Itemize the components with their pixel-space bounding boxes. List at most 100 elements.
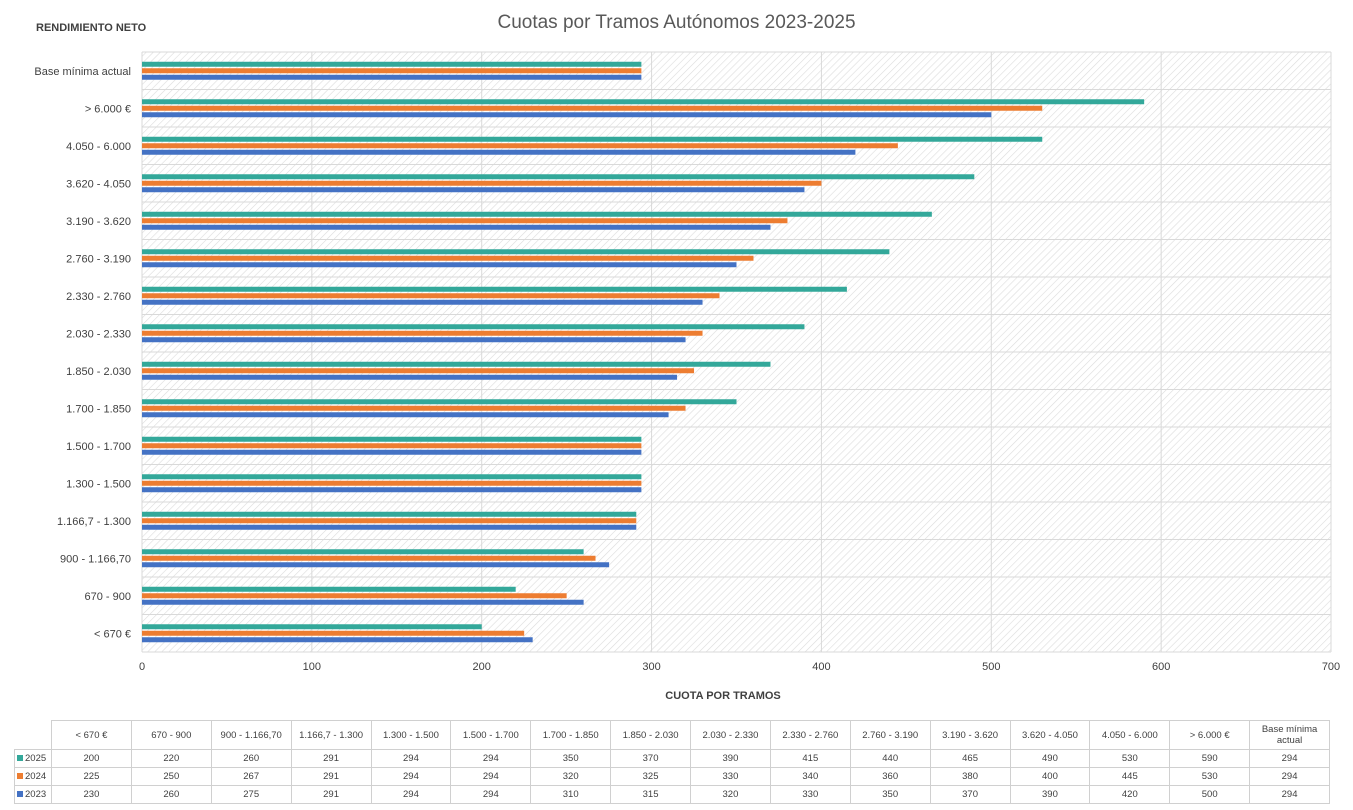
legend-label: 2024	[25, 771, 47, 782]
table-header-cell: 670 - 900	[130, 720, 212, 750]
bar-2025	[142, 586, 516, 592]
table-cell: 220	[130, 749, 212, 768]
table-cell: 315	[610, 785, 691, 804]
table-cell: 500	[1169, 785, 1251, 804]
bar-2024	[142, 180, 822, 186]
y-category-label: 1.700 - 1.850	[66, 403, 131, 415]
table-row: 2024 225 250 267 291 294 294 320 325 330 340 360 380…	[14, 767, 1330, 786]
table-header-cell: < 670 €	[51, 720, 132, 750]
bar-2024	[142, 255, 754, 261]
bar-2025	[142, 474, 642, 480]
x-tick-label: 700	[1322, 661, 1340, 673]
bar-2025	[142, 511, 637, 517]
table-header-cell: 1.500 - 1.700	[450, 720, 532, 750]
table-cell: 390	[1009, 785, 1091, 804]
table-cell: 325	[610, 767, 691, 786]
bar-2025	[142, 624, 482, 630]
bar-2025	[142, 249, 890, 255]
bar-2024	[142, 518, 637, 524]
table-cell: 440	[849, 749, 931, 768]
table-corner-cell	[14, 720, 52, 750]
table-cell: 370	[610, 749, 691, 768]
bar-2023	[142, 149, 856, 155]
legend-label: 2023	[25, 789, 47, 800]
bar-2024	[142, 555, 596, 561]
table-cell: 225	[51, 767, 132, 786]
bar-2024	[142, 293, 720, 299]
bar-2024	[142, 593, 567, 599]
table-header-cell: 2.760 - 3.190	[849, 720, 931, 750]
bar-2023	[142, 524, 637, 530]
bar-2023	[142, 262, 737, 268]
table-cell: 330	[769, 785, 851, 804]
legend-entry: 2023	[14, 785, 52, 804]
table-cell: 310	[530, 785, 612, 804]
bars	[142, 61, 1145, 643]
bar-2024	[142, 630, 525, 636]
y-category-label: 1.166,7 - 1.300	[57, 516, 131, 528]
table-cell: 294	[450, 767, 532, 786]
table-header-cell: 2.030 - 2.330	[690, 720, 771, 750]
table-header-cell: > 6.000 €	[1169, 720, 1251, 750]
bar-2023	[142, 337, 686, 343]
table-cell: 294	[450, 749, 532, 768]
table-cell: 294	[1249, 767, 1330, 786]
bar-2023	[142, 637, 533, 643]
bar-2025	[142, 399, 737, 405]
table-cell: 390	[690, 749, 771, 768]
bar-2025	[142, 211, 932, 217]
x-tick-label: 300	[642, 661, 660, 673]
y-category-label: < 670 €	[94, 628, 131, 640]
legend-label: 2025	[25, 753, 47, 764]
table-cell: 445	[1089, 767, 1171, 786]
table-header-cell: 3.190 - 3.620	[929, 720, 1011, 750]
table-cell: 294	[450, 785, 532, 804]
y-category-label: 2.030 - 2.330	[66, 328, 131, 340]
table-header-cell: 900 - 1.166,70	[210, 720, 292, 750]
table-cell: 530	[1169, 767, 1251, 786]
bar-2023	[142, 74, 642, 80]
bar-2025	[142, 361, 771, 367]
table-cell: 590	[1169, 749, 1251, 768]
bar-2024	[142, 105, 1043, 111]
bar-2024	[142, 330, 703, 336]
table-cell: 490	[1009, 749, 1091, 768]
table-row: 2023 230 260 275 291 294 294 310 315 320 330 350 370…	[14, 785, 1330, 804]
y-category-label: 3.190 - 3.620	[66, 216, 131, 228]
y-category-label: 2.330 - 2.760	[66, 291, 131, 303]
bar-2024	[142, 368, 695, 374]
y-axis-title: RENDIMIENTO NETO	[36, 22, 147, 34]
table-cell: 260	[130, 785, 212, 804]
table-cell: 294	[1249, 785, 1330, 804]
bar-2024	[142, 480, 642, 486]
table-cell: 360	[849, 767, 931, 786]
bar-2025	[142, 286, 847, 292]
bar-2023	[142, 599, 584, 605]
table-header-cell: 3.620 - 4.050	[1009, 720, 1091, 750]
x-axis-title: CUOTA POR TRAMOS	[665, 690, 781, 702]
y-category-label: 4.050 - 6.000	[66, 141, 131, 153]
bar-2023	[142, 299, 703, 305]
data-table-header-row: < 670 €670 - 900 900 - 1.166,70 1.166,7 - …	[14, 720, 1330, 750]
table-header-cell: 1.166,7 - 1.300	[290, 720, 372, 750]
bar-2025	[142, 61, 642, 67]
y-category-label: 2.760 - 3.190	[66, 253, 131, 265]
bar-2025	[142, 324, 805, 330]
table-cell: 291	[290, 785, 372, 804]
table-cell: 294	[370, 785, 452, 804]
table-cell: 350	[530, 749, 612, 768]
table-cell: 350	[849, 785, 931, 804]
x-tick-label: 100	[303, 661, 321, 673]
table-cell: 275	[210, 785, 292, 804]
bar-2024	[142, 218, 788, 224]
bar-2023	[142, 449, 642, 455]
table-cell: 400	[1009, 767, 1091, 786]
table-header-cell: 1.850 - 2.030	[610, 720, 691, 750]
bar-2023	[142, 112, 992, 118]
bar-2024	[142, 405, 686, 411]
legend-key-icon	[17, 773, 23, 780]
y-category-label: 3.620 - 4.050	[66, 178, 131, 190]
table-cell: 294	[1249, 749, 1330, 768]
table-cell: 415	[769, 749, 851, 768]
